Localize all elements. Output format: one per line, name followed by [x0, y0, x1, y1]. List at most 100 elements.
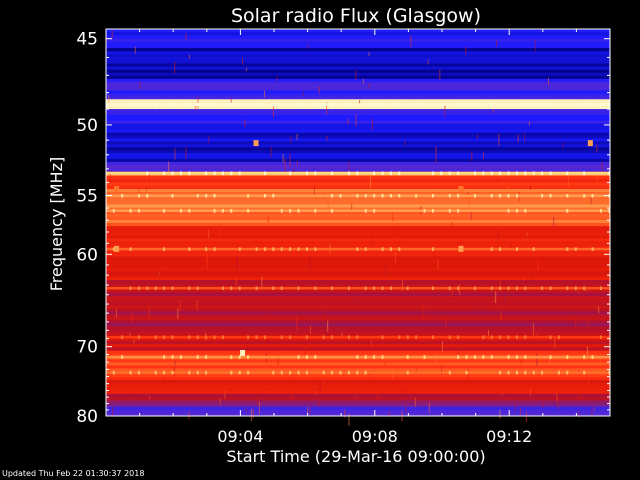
y-tick-label: 70: [76, 338, 98, 358]
heatmap-streak: [432, 289, 434, 299]
emission-dot: [591, 193, 594, 198]
heatmap-band: [106, 201, 610, 205]
heatmap-band: [106, 129, 610, 133]
emission-dot: [196, 286, 199, 291]
emission-dot: [347, 370, 350, 375]
emission-line: [106, 287, 610, 290]
emission-dot: [599, 335, 602, 340]
heatmap-band: [106, 289, 610, 294]
heatmap-streak: [322, 374, 324, 387]
y-tick-label: 80: [76, 407, 98, 427]
heatmap-streak: [133, 279, 135, 289]
x-tick-label: 09:08: [352, 427, 398, 446]
heatmap-band: [106, 32, 610, 36]
heatmap-streak: [347, 118, 349, 125]
emission-dot: [289, 335, 292, 340]
emission-dot: [188, 370, 191, 375]
emission-dot: [347, 171, 350, 175]
heatmap-streak: [263, 311, 265, 321]
emission-dot: [373, 193, 376, 198]
emission-dot: [599, 102, 602, 107]
heatmap-band: [106, 385, 610, 389]
heatmap-streak: [106, 37, 108, 42]
heatmap-streak: [355, 114, 357, 127]
heatmap-band: [106, 216, 610, 221]
heatmap-plot-area: [106, 29, 611, 426]
heatmap-streak: [414, 397, 416, 407]
emission-dot: [373, 286, 376, 291]
heatmap-streak: [605, 367, 607, 374]
heatmap-streak: [362, 78, 364, 84]
heatmap-streak: [131, 311, 133, 324]
heatmap-streak: [536, 353, 538, 366]
emission-dot: [221, 171, 224, 175]
heatmap-streak: [596, 144, 598, 153]
emission-dot: [163, 209, 166, 213]
heatmap-band: [106, 235, 610, 239]
burst-spot: [587, 140, 593, 147]
heatmap-band: [106, 189, 610, 193]
heatmap-streak: [562, 142, 564, 148]
heatmap-band: [106, 81, 610, 86]
heatmap-band: [106, 117, 610, 122]
emission-dot: [381, 286, 384, 291]
heatmap-band: [106, 280, 610, 284]
emission-dot: [381, 355, 384, 359]
heatmap-band: [106, 185, 610, 190]
emission-dot: [524, 171, 527, 175]
x-axis-label: Start Time (29-Mar-16 09:00:00): [226, 447, 485, 466]
heatmap-streak: [431, 305, 433, 314]
emission-dot: [465, 370, 468, 375]
axis-frame: [105, 28, 611, 417]
emission-dot: [373, 102, 376, 107]
emission-dot: [322, 335, 325, 340]
emission-dot: [263, 247, 266, 251]
heatmap-streak: [586, 346, 588, 358]
heatmap-streak: [148, 308, 150, 318]
heatmap-streak: [174, 360, 176, 366]
emission-dot: [431, 171, 434, 175]
heatmap-streak: [106, 400, 108, 405]
emission-dot: [146, 193, 149, 198]
heatmap-band: [106, 105, 610, 110]
heatmap-streak: [318, 399, 320, 406]
burst-spot: [458, 186, 464, 193]
emission-dot: [297, 286, 300, 291]
heatmap-streak: [304, 346, 306, 358]
heatmap-band: [106, 380, 610, 384]
emission-dot: [163, 286, 166, 291]
heatmap-band: [106, 213, 610, 218]
heatmap-streak: [598, 306, 600, 314]
emission-dot: [356, 247, 359, 251]
heatmap-band: [106, 165, 610, 169]
heatmap-streak: [284, 158, 286, 171]
heatmap-streak: [128, 393, 130, 402]
heatmap-streak: [108, 94, 110, 106]
heatmap-streak: [402, 280, 404, 291]
emission-dot: [566, 193, 569, 198]
heatmap-band: [106, 353, 610, 357]
heatmap-band: [106, 314, 610, 318]
heatmap-streak: [499, 277, 501, 286]
heatmap-streak: [575, 315, 577, 328]
heatmap-streak: [164, 371, 166, 381]
emission-dot: [524, 286, 527, 291]
emission-dot: [398, 102, 401, 107]
heatmap-streak: [276, 75, 278, 82]
heatmap-streak: [293, 168, 295, 173]
heatmap-streak: [445, 317, 447, 328]
heatmap-streak: [496, 40, 498, 47]
emission-dot: [272, 102, 275, 107]
heatmap-streak: [498, 133, 500, 146]
emission-dot: [146, 102, 149, 107]
heatmap-streak: [348, 161, 350, 174]
heatmap-streak: [563, 353, 565, 365]
emission-dot: [230, 355, 233, 359]
heatmap-streak: [289, 154, 291, 167]
heatmap-band: [106, 320, 610, 324]
heatmap-band: [106, 409, 610, 414]
emission-dot: [305, 247, 308, 251]
emission-dot: [389, 193, 392, 198]
heatmap-streak: [174, 148, 176, 160]
